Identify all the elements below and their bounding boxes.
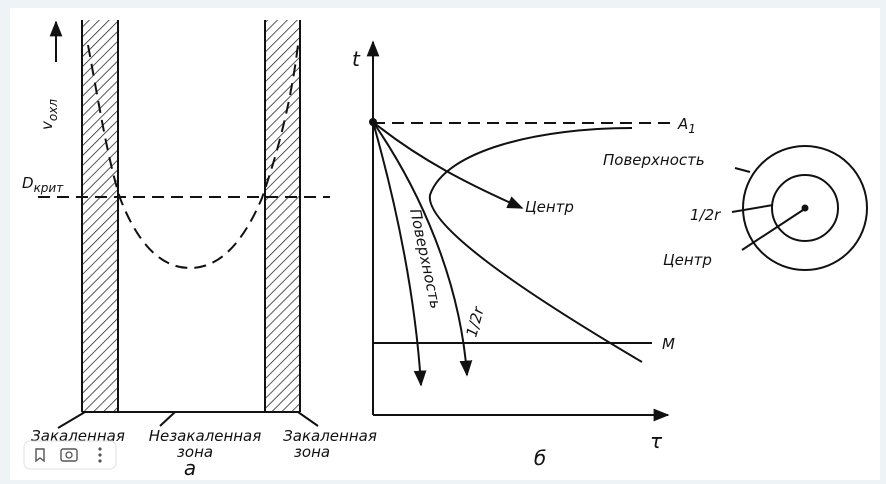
inset-label: 1/2r (690, 206, 721, 224)
zone-label: зона (177, 443, 213, 461)
half-radius-curve (372, 121, 473, 377)
t-label: t (352, 47, 361, 71)
toolbar-bg (23, 440, 117, 470)
curve-label: Центр (525, 198, 574, 216)
panel-b: t τ A1 M Центр Поверхность 1/2r б (352, 40, 696, 470)
dot (98, 453, 102, 457)
leader (731, 204, 774, 213)
image-area (10, 8, 880, 480)
y-axis-label: vохл (38, 99, 60, 130)
a1-sub: 1 (688, 122, 696, 136)
inset: Поверхность 1/2r Центр (603, 145, 868, 271)
leader (297, 411, 319, 427)
critical-main: D (22, 174, 34, 192)
leader (57, 411, 86, 429)
hardened-zone-left (82, 20, 118, 412)
leader (734, 167, 751, 173)
panel-a: vохл Dкрит Закаленная Незакаленная зона … (22, 20, 377, 480)
center-curve (372, 121, 524, 209)
critical-sub: крит (34, 181, 65, 195)
screenshot-button[interactable] (60, 448, 78, 462)
zone-label: Незакаленная (149, 427, 262, 445)
caption: б (534, 446, 546, 470)
hardened-zone-right (265, 20, 300, 412)
a1-label: A1 (677, 115, 696, 136)
surface-curve (372, 121, 427, 387)
transformation-curve (428, 127, 643, 363)
outer-circle (742, 145, 868, 271)
critical-label: Dкрит (22, 174, 64, 195)
inset-label: Поверхность (603, 151, 705, 169)
image-toolbar (23, 440, 117, 470)
zone-label: Закаленная (283, 427, 377, 445)
bookmark-button[interactable] (35, 448, 45, 463)
zone-label: зона (294, 443, 330, 461)
center-dot (801, 204, 809, 212)
leader (741, 209, 804, 251)
tau-label: τ (650, 429, 663, 453)
inset-label: Центр (663, 251, 712, 269)
dot (98, 447, 102, 451)
m-label: M (662, 335, 675, 353)
lens (65, 451, 73, 459)
more-button[interactable] (98, 447, 102, 463)
y-axis-label-main: v (38, 120, 56, 130)
dot (98, 459, 102, 463)
inner-circle (771, 174, 839, 242)
a1-main: A (677, 115, 688, 133)
caption: а (184, 456, 196, 480)
leader (159, 411, 176, 427)
y-axis-label-sub: охл (46, 99, 60, 121)
